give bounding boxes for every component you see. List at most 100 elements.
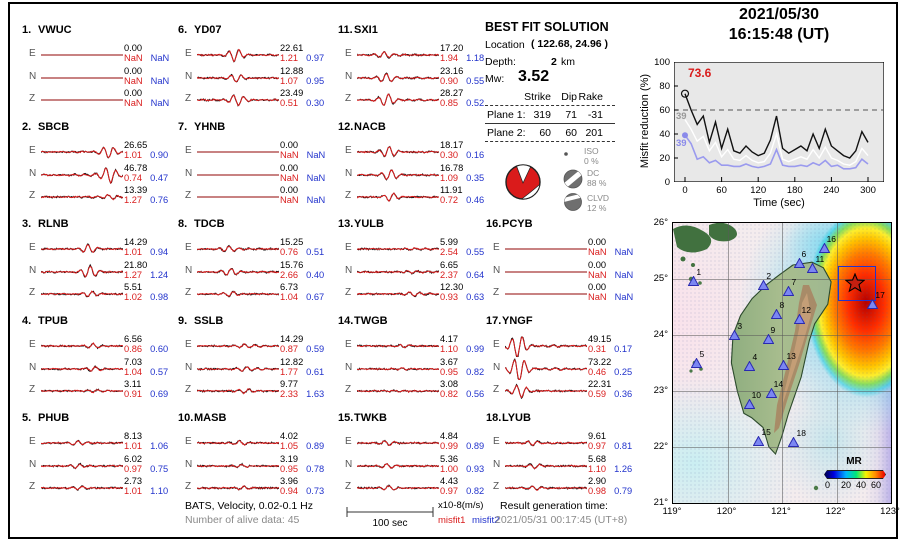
- trace-values: 4.02 1.05 0.89: [280, 431, 332, 452]
- trace-values: 18.17 0.30 0.16: [440, 140, 492, 161]
- station-title: 5. PHUB: [22, 412, 69, 424]
- trace-row: E 18.17 0.30 0.16: [338, 140, 490, 164]
- misfit-y-tick: 100: [654, 57, 670, 68]
- station-triangle-icon: [807, 262, 819, 274]
- trace-misfit1: 2.54: [440, 247, 459, 257]
- trace-row: E 26.65 1.01 0.90: [22, 140, 174, 164]
- trace-misfit1: 0.93: [440, 292, 459, 302]
- trace-misfit1: 1.01: [124, 441, 143, 451]
- station-title: 12.NACB: [338, 121, 386, 133]
- station-triangle-icon: [771, 308, 783, 319]
- trace-misfit1: 1.10: [588, 463, 607, 474]
- station-number: 13.: [338, 218, 354, 230]
- waveform: [41, 462, 123, 469]
- waveform: [197, 244, 279, 253]
- station-number: 14.: [338, 315, 354, 327]
- trace-values: 4.84 0.99 0.89: [440, 431, 492, 452]
- trace-misfit1: NaN: [124, 53, 143, 63]
- trace-row: N 6.65 2.37 0.64: [338, 260, 490, 284]
- trace-amplitude: 0.00: [124, 88, 143, 98]
- trace-row: Z 5.51 1.02 0.98: [22, 282, 174, 306]
- trace-amplitude: 23.49: [280, 88, 304, 98]
- component-label: Z: [29, 481, 36, 492]
- station-code: PHUB: [38, 412, 70, 424]
- trace-row: Z 2.90 0.98 0.79: [486, 476, 638, 500]
- event-date: 2021/05/30: [738, 6, 820, 23]
- trace-amplitude: 26.65: [124, 140, 148, 150]
- trace-values: 9.77 2.33 1.63: [280, 379, 332, 400]
- misfit-y-tick: 20: [659, 153, 670, 164]
- station-number: 4.: [22, 315, 32, 327]
- component-label: N: [493, 458, 501, 470]
- trace-misfit1: 1.10: [440, 344, 459, 354]
- station-triangle-icon: [818, 242, 830, 253]
- trace-misfit2: 1.26: [614, 463, 633, 474]
- map-station-marker: 6: [793, 249, 806, 271]
- trace-misfit2: 0.56: [466, 389, 485, 399]
- trace-misfit1: 0.94: [280, 486, 299, 496]
- trace-misfit1: 0.74: [124, 172, 143, 183]
- trace-values: 7.03 1.04 0.57: [124, 357, 176, 378]
- station-code: MASB: [194, 412, 227, 424]
- map-station-marker: 12: [793, 305, 811, 327]
- component-label: E: [29, 242, 36, 253]
- component-label: E: [345, 436, 352, 447]
- trace-misfit2: 0.60: [150, 344, 169, 354]
- waveform: [505, 383, 587, 400]
- station-title: 8. TDCB: [178, 218, 225, 230]
- trace-misfit1: 0.99: [440, 441, 459, 451]
- component-label: N: [29, 167, 37, 179]
- trace-values: 3.08 0.82 0.56: [440, 379, 492, 400]
- waveform: [197, 462, 279, 468]
- station-number-label: 7: [791, 277, 797, 288]
- trace-values: 0.00 NaN NaN: [280, 140, 332, 161]
- misfit-y-tick: 0: [664, 177, 670, 188]
- trace-misfit1: NaN: [280, 172, 299, 183]
- trace-misfit2: NaN: [150, 98, 170, 108]
- trace-misfit1: 0.85: [440, 98, 459, 108]
- station-number: 11.: [338, 24, 353, 36]
- trace-misfit2: NaN: [614, 292, 634, 302]
- component-label: E: [185, 145, 192, 156]
- station-title: 7. YHNB: [178, 121, 225, 133]
- waveform: [197, 485, 279, 491]
- trace-values: 3.67 0.95 0.82: [440, 357, 492, 378]
- station-number: 2.: [22, 121, 32, 133]
- waveform: [41, 146, 123, 159]
- waveform: [505, 248, 587, 250]
- component-label: Z: [185, 384, 192, 395]
- result-time-label: Result generation time:: [500, 500, 608, 512]
- trace-row: N 5.68 1.10 1.26: [486, 454, 638, 478]
- iso-labels: ISO 0 %: [584, 146, 599, 166]
- trace-misfit2: 0.64: [466, 269, 485, 280]
- trace-misfit1: 0.91: [124, 389, 143, 399]
- station-block: 11.SXI1 E 17.20 1.94 1.18 N 23.16 0.90 0.5…: [338, 24, 490, 119]
- trace-row: E 9.61 0.97 0.81: [486, 431, 638, 455]
- component-label: E: [493, 436, 500, 447]
- trace-amplitude: 3.96: [280, 476, 299, 486]
- trace-values: 5.51 1.02 0.98: [124, 282, 176, 303]
- misfit-x-tick: 60: [716, 185, 727, 196]
- trace-amplitude: 14.29: [280, 334, 304, 344]
- trace-values: 16.78 1.09 0.35: [440, 163, 492, 184]
- trace-misfit2: NaN: [306, 195, 326, 205]
- component-label: N: [345, 70, 353, 82]
- waveform: [41, 485, 123, 492]
- station-number-label: 5: [699, 349, 705, 359]
- trace-row: E 6.56 0.86 0.60: [22, 334, 174, 358]
- trace-misfit1: 0.30: [440, 150, 459, 160]
- waveform: [197, 173, 279, 176]
- component-label: E: [29, 436, 36, 447]
- component-label: E: [493, 339, 500, 350]
- trace-values: 6.73 1.04 0.67: [280, 282, 332, 303]
- trace-row: Z 3.08 0.82 0.56: [338, 379, 490, 403]
- lanyu-island: [813, 485, 819, 491]
- trace-amplitude: 12.82: [280, 356, 304, 367]
- component-label: N: [29, 264, 37, 276]
- trace-values: 0.00 NaN NaN: [588, 282, 640, 303]
- waveform: [197, 388, 279, 395]
- component-label: Z: [185, 190, 192, 201]
- clvd-beachball-icon: [564, 193, 582, 211]
- station-title: 6. YD07: [178, 24, 222, 36]
- trace-values: 11.91 0.72 0.46: [440, 185, 492, 206]
